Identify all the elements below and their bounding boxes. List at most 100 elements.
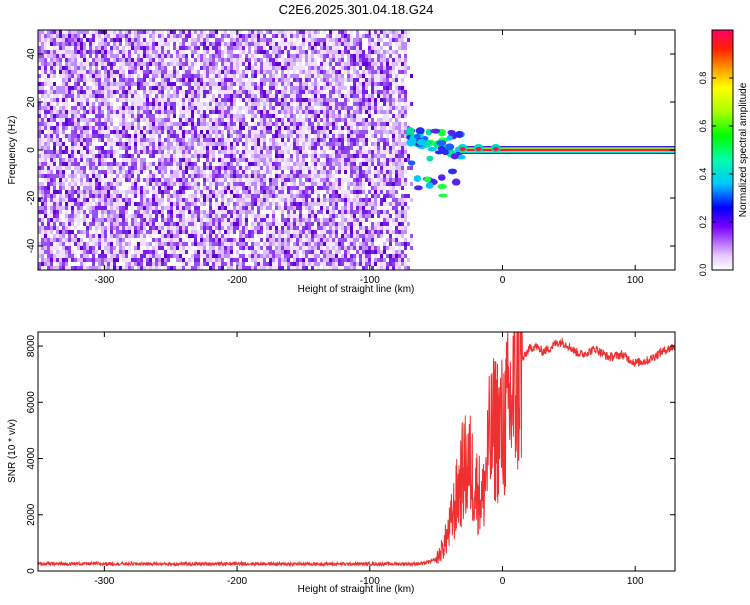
heatmap-cell [254,174,257,178]
heatmap-cell [71,246,74,250]
heatmap-cell [146,142,149,146]
heatmap-cell [230,46,233,50]
heatmap-cell [176,118,179,122]
heatmap-cell [128,42,131,46]
heatmap-cell [47,94,50,98]
heatmap-cell [179,66,182,70]
heatmap-cell [146,218,149,222]
heatmap-cell [191,226,194,230]
heatmap-cell [59,74,62,78]
heatmap-cell [248,138,251,142]
heatmap-cell [167,154,170,158]
heatmap-cell [176,138,179,142]
heatmap-cell [263,54,266,58]
heatmap-cell [137,30,140,34]
heatmap-cell [50,158,53,162]
heatmap-cell [65,38,68,42]
heatmap-cell [59,222,62,226]
heatmap-cell [89,222,92,226]
heatmap-cell [107,258,110,262]
heatmap-cell [74,54,77,58]
heatmap-cell [92,246,95,250]
heatmap-cell [209,126,212,130]
heatmap-cell [269,62,272,66]
heatmap-cell [86,126,89,130]
heatmap-cell [209,166,212,170]
heatmap-cell [38,118,41,122]
heatmap-cell [56,38,59,42]
heatmap-cell [164,34,167,38]
heatmap-cell [74,250,77,254]
heatmap-cell [191,234,194,238]
heatmap-cell [242,202,245,206]
heatmap-cell [149,82,152,86]
heatmap-cell [212,250,215,254]
heatmap-cell [50,262,53,266]
heatmap-cell [122,134,125,138]
heatmap-cell [131,90,134,94]
heatmap-cell [89,62,92,66]
heatmap-cell [134,130,137,134]
heatmap-cell [242,174,245,178]
heatmap-cell [269,234,272,238]
heatmap-cell [74,134,77,138]
heatmap-cell [149,86,152,90]
heatmap-cell [218,66,221,70]
heatmap-cell [68,142,71,146]
heatmap-cell [62,174,65,178]
heatmap-cell [125,126,128,130]
heatmap-cell [116,154,119,158]
heatmap-cell [74,106,77,110]
heatmap-cell [272,190,275,194]
heatmap-cell [233,122,236,126]
heatmap-cell [188,118,191,122]
heatmap-cell [89,186,92,190]
heatmap-cell [278,130,281,134]
heatmap-cell [44,218,47,222]
heatmap-cell [125,122,128,126]
heatmap-cell [245,138,248,142]
heatmap-cell [80,230,83,234]
heatmap-cell [77,146,80,150]
heatmap-cell [95,186,98,190]
heatmap-cell [77,218,80,222]
heatmap-cell [146,202,149,206]
heatmap-cell [215,70,218,74]
heatmap-cell [146,206,149,210]
heatmap-cell [236,98,239,102]
heatmap-cell [197,138,200,142]
heatmap-cell [107,126,110,130]
heatmap-cell [83,126,86,130]
heatmap-cell [269,242,272,246]
heatmap-cell [164,266,167,270]
heatmap-cell [242,30,245,34]
heatmap-cell [239,146,242,150]
heatmap-cell [275,50,278,54]
heatmap-cell [74,146,77,150]
heatmap-cell [143,138,146,142]
heatmap-cell [239,94,242,98]
heatmap-cell [47,194,50,198]
heatmap-cell [200,142,203,146]
heatmap-cell [224,38,227,42]
heatmap-cell [137,206,140,210]
heatmap-cell [230,258,233,262]
heatmap-cell [239,166,242,170]
heatmap-cell [74,162,77,166]
heatmap-cell [281,50,284,54]
heatmap-cell [257,262,260,266]
heatmap-cell [179,190,182,194]
heatmap-cell [215,78,218,82]
heatmap-cell [125,174,128,178]
heatmap-cell [137,42,140,46]
heatmap-cell [212,134,215,138]
heatmap-cell [140,102,143,106]
heatmap-cell [98,238,101,242]
heatmap-cell [269,146,272,150]
heatmap-cell [278,74,281,78]
heatmap-cell [38,78,41,82]
heatmap-cell [188,170,191,174]
heatmap-cell [191,70,194,74]
heatmap-cell [113,102,116,106]
heatmap-cell [77,174,80,178]
